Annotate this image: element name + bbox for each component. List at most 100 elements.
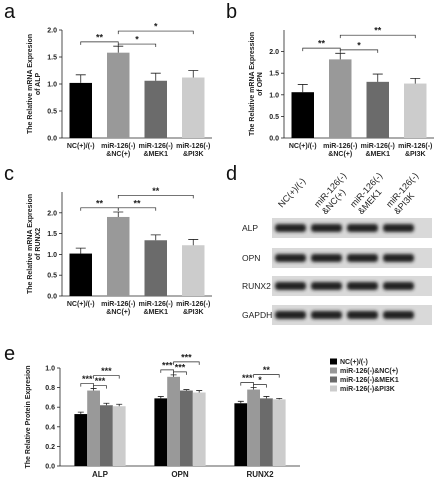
bar xyxy=(180,390,193,466)
text-line: &NC(+) xyxy=(106,151,130,158)
blot-band xyxy=(311,224,342,232)
y-tick-label: 1.0 xyxy=(47,82,57,89)
blot-band xyxy=(275,224,306,232)
bar xyxy=(107,216,130,296)
text-line: The Relative mRNA Expression xyxy=(249,32,256,136)
significance-label: * xyxy=(154,22,158,32)
text-line: &PI3K xyxy=(183,151,204,158)
blot-band xyxy=(311,311,342,319)
blot-band xyxy=(347,282,378,290)
x-tick-label: miR-126(-) &PI3K xyxy=(398,143,432,158)
blot-band xyxy=(347,254,378,262)
y-axis-label: The Relative Protein Expresion xyxy=(25,365,32,468)
error-bar xyxy=(113,45,124,53)
significance-bracket xyxy=(117,43,157,48)
significance-label: ** xyxy=(96,198,104,208)
error-bar xyxy=(335,52,346,60)
y-tick-label: 2.0 xyxy=(47,210,57,217)
significance-bracket xyxy=(160,369,174,373)
y-axis-label: The Relative mRNA Expressionof OPN xyxy=(249,32,264,136)
bar xyxy=(291,92,314,138)
bar xyxy=(87,390,100,466)
lane-label: miR-126(-)&MEK1 xyxy=(348,171,392,217)
significance-label: ** xyxy=(152,186,160,196)
significance-bracket xyxy=(80,41,119,45)
significance-bracket xyxy=(339,34,416,39)
significance-bracket xyxy=(173,371,187,375)
significance-bracket xyxy=(117,194,194,199)
y-tick-label: 1.5 xyxy=(269,71,279,78)
error-bar xyxy=(237,400,244,404)
y-tick-label: 0.4 xyxy=(45,424,55,431)
x-tick-label: miR-126(-) &MEK1 xyxy=(139,143,173,158)
text-line: miR-126(-) xyxy=(361,143,395,150)
significance-label: * xyxy=(135,35,139,45)
x-tick-label: miR-126(-) &MEK1 xyxy=(139,301,173,316)
significance-label: *** xyxy=(162,360,173,370)
bar xyxy=(69,253,92,296)
error-bar xyxy=(75,247,86,254)
x-tick-label: miR-126(-) &PI3K xyxy=(176,143,210,158)
bar xyxy=(182,245,205,296)
bar xyxy=(182,77,205,138)
significance-label: ** xyxy=(318,39,326,49)
legend-label: miR-126(-)&PI3K xyxy=(340,386,395,393)
row-label: RUNX2 xyxy=(242,281,271,291)
significance-bracket xyxy=(80,383,94,387)
legend-label: miR-126(-)&NC(+) xyxy=(340,368,398,375)
error-bar xyxy=(188,70,199,78)
legend-swatch xyxy=(330,376,337,383)
significance-bracket xyxy=(253,384,267,388)
error-bar xyxy=(113,211,124,217)
row-label: GAPDH xyxy=(242,310,272,320)
text-line: miR-126(-) xyxy=(101,301,135,308)
blot-band xyxy=(311,282,342,290)
error-bar xyxy=(250,387,257,390)
error-bar xyxy=(183,389,190,391)
y-tick-label: 0.2 xyxy=(45,444,55,451)
error-bar xyxy=(276,397,283,400)
error-bar xyxy=(150,234,161,241)
panel-letter: c xyxy=(4,163,14,185)
y-tick-label: 0.5 xyxy=(269,114,279,121)
blot-band xyxy=(347,224,378,232)
panel-letter: e xyxy=(4,343,15,365)
y-tick-label: 0.5 xyxy=(47,273,57,280)
error-bar xyxy=(116,403,123,407)
significance-label: ** xyxy=(374,26,382,36)
blot-band xyxy=(383,282,414,290)
text-line: The Relative mRNA Expresion xyxy=(27,34,34,134)
significance-label: * xyxy=(258,375,262,385)
text-line: &MEK1 xyxy=(365,151,390,158)
bar xyxy=(234,403,248,466)
y-tick-label: 1.5 xyxy=(47,231,57,238)
x-tick-label: NC(+)/(-) xyxy=(67,301,95,308)
bar xyxy=(144,240,167,296)
text-line: &NC(+) xyxy=(328,151,352,158)
legend-swatch xyxy=(330,367,337,374)
bar xyxy=(192,392,206,466)
text-line: &NC(+) xyxy=(106,309,130,316)
y-tick-label: 1.0 xyxy=(45,366,55,373)
significance-label: ** xyxy=(96,32,104,42)
lane-label: NC(+)/(-) xyxy=(276,176,307,209)
lane-label: miR-126(-)&PI3K xyxy=(384,171,428,217)
blot-band xyxy=(383,254,414,262)
x-tick-label: NC(+)/(-) xyxy=(289,143,317,150)
bar xyxy=(247,389,260,466)
text-line: &MEK1 xyxy=(143,151,168,158)
panel-letter: a xyxy=(4,1,16,23)
bar xyxy=(260,398,273,466)
x-tick-label: miR-126(-) &NC(+) xyxy=(101,143,135,158)
y-tick-label: 2.0 xyxy=(269,49,279,56)
y-axis-label: The Relative mRNA Expresionof ALP xyxy=(27,34,42,134)
significance-bracket xyxy=(93,375,120,379)
significance-bracket xyxy=(240,382,254,386)
y-tick-label: 1.0 xyxy=(47,252,57,259)
bar xyxy=(272,399,286,466)
text-line: &MEK1 xyxy=(143,309,168,316)
significance-label: *** xyxy=(175,362,186,372)
text-line: &PI3K xyxy=(183,309,204,316)
significance-bracket xyxy=(117,30,194,35)
